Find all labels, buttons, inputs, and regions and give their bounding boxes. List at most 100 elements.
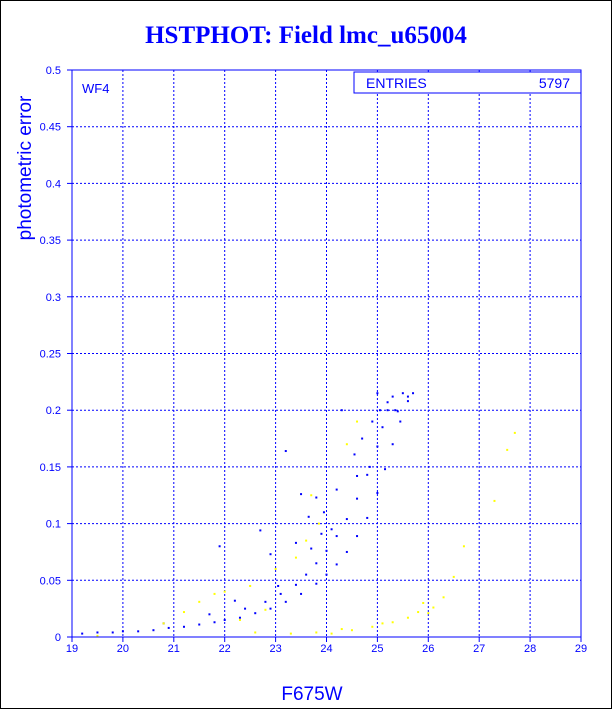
x-tick-label: 21 xyxy=(168,643,180,655)
data-point xyxy=(315,582,318,585)
data-point xyxy=(294,541,297,544)
x-tick-label: 29 xyxy=(575,643,587,655)
data-points xyxy=(81,392,516,637)
data-point-secondary xyxy=(317,522,320,525)
data-point xyxy=(264,600,267,603)
data-point-secondary xyxy=(462,545,465,548)
data-point xyxy=(300,493,303,496)
data-point xyxy=(315,496,318,499)
data-point xyxy=(96,631,99,634)
data-point-secondary xyxy=(305,539,308,542)
data-point xyxy=(361,437,364,440)
data-point xyxy=(320,532,323,535)
data-point xyxy=(384,468,387,471)
x-tick-label: 22 xyxy=(219,643,231,655)
data-point xyxy=(277,584,280,587)
data-point-secondary xyxy=(315,631,318,634)
data-point xyxy=(269,607,272,610)
data-point xyxy=(208,613,211,616)
data-point-secondary xyxy=(442,596,445,599)
y-tick-label: 0.25 xyxy=(40,349,61,361)
data-point xyxy=(366,516,369,519)
data-point xyxy=(335,488,338,491)
data-point xyxy=(406,395,409,398)
data-point xyxy=(322,511,325,514)
data-point-secondary xyxy=(294,556,297,559)
data-point-secondary xyxy=(427,612,430,615)
data-point-secondary xyxy=(213,592,216,595)
data-point-secondary xyxy=(162,622,165,625)
data-point xyxy=(381,426,384,429)
x-tick-label: 23 xyxy=(269,643,281,655)
data-point xyxy=(391,443,394,446)
x-tick-label: 19 xyxy=(66,643,78,655)
stats-box-label: ENTRIES xyxy=(366,75,427,91)
data-point xyxy=(233,599,236,602)
data-point xyxy=(152,629,155,632)
data-point xyxy=(259,529,262,532)
data-point xyxy=(378,409,381,412)
data-point-secondary xyxy=(330,632,333,635)
data-point-secondary xyxy=(96,634,99,637)
data-point-secondary xyxy=(238,618,241,621)
data-point xyxy=(167,626,170,629)
data-point xyxy=(353,453,356,456)
y-tick-label: 0.4 xyxy=(46,178,61,190)
data-point xyxy=(376,445,379,448)
data-point-secondary xyxy=(391,621,394,624)
data-point xyxy=(356,497,359,500)
data-point xyxy=(399,420,402,423)
y-tick-label: 0 xyxy=(55,632,61,644)
data-point xyxy=(340,409,343,412)
data-point xyxy=(213,621,216,624)
data-point xyxy=(310,547,313,550)
data-point xyxy=(401,392,404,395)
data-point xyxy=(244,607,247,610)
y-tick-label: 0.3 xyxy=(46,292,61,304)
x-tick-label: 27 xyxy=(473,643,485,655)
data-point xyxy=(371,420,374,423)
data-point xyxy=(335,535,338,538)
data-point xyxy=(284,450,287,453)
data-point xyxy=(386,409,389,412)
grid-lines xyxy=(72,70,581,637)
data-point xyxy=(412,392,415,395)
data-point xyxy=(182,625,185,628)
x-tick-label: 26 xyxy=(422,643,434,655)
data-point xyxy=(356,474,359,477)
data-point-secondary xyxy=(432,606,435,609)
x-tick-label: 20 xyxy=(117,643,129,655)
data-point xyxy=(394,409,397,412)
data-point-secondary xyxy=(340,628,343,631)
data-point xyxy=(315,562,318,565)
data-point xyxy=(356,535,359,538)
data-point-secondary xyxy=(289,632,292,635)
data-point-secondary xyxy=(371,625,374,628)
data-point-secondary xyxy=(223,590,226,593)
data-point xyxy=(345,518,348,521)
chart-title: HSTPHOT: Field lmc_u65004 xyxy=(145,22,467,49)
data-point-secondary xyxy=(274,567,277,570)
data-point-secondary xyxy=(264,608,267,611)
data-point xyxy=(391,395,394,398)
data-point-secondary xyxy=(417,611,420,614)
data-point-secondary xyxy=(254,631,257,634)
data-point xyxy=(345,550,348,553)
data-point xyxy=(376,392,379,395)
y-tick-label: 0.35 xyxy=(40,235,61,247)
y-tick-label: 0.05 xyxy=(40,575,61,587)
data-point xyxy=(137,630,140,633)
y-tick-label: 0.2 xyxy=(46,405,61,417)
x-axis: 19 20 21 22 23 24 25 26 27 28 29 xyxy=(66,637,587,655)
data-point xyxy=(111,631,114,634)
data-point-secondary xyxy=(182,611,185,614)
data-point-secondary xyxy=(345,443,348,446)
data-point xyxy=(376,491,379,494)
x-axis-label: F675W xyxy=(281,684,342,705)
x-tick-label: 25 xyxy=(371,643,383,655)
stats-box-frame xyxy=(353,71,582,94)
stats-box: ENTRIES 5797 xyxy=(353,71,582,94)
data-point xyxy=(238,616,241,619)
data-point-secondary xyxy=(249,584,252,587)
